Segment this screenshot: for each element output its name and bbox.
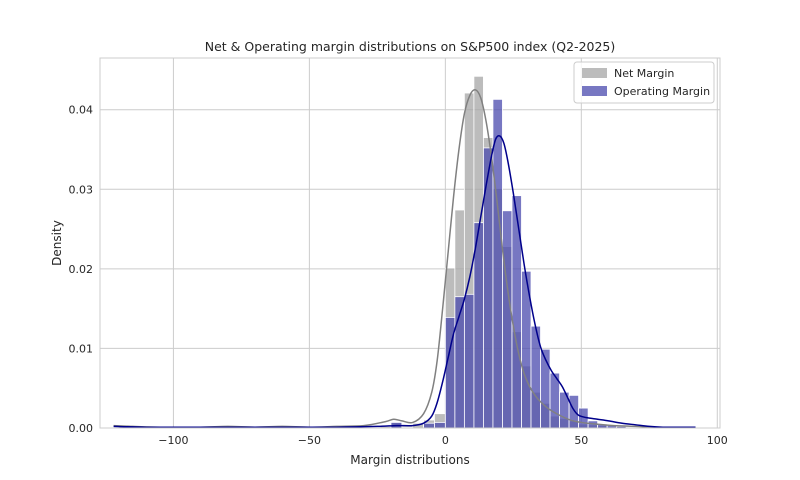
y-axis-label: Density — [50, 220, 64, 266]
x-tick-label: 0 — [442, 434, 449, 447]
legend: Net Margin Operating Margin — [573, 61, 715, 104]
legend-label-operating-margin: Operating Margin — [614, 85, 710, 98]
operating-margin-bar — [463, 293, 475, 429]
operating-margin-bar — [492, 98, 503, 429]
chart-title: Net & Operating margin distributions on … — [205, 39, 616, 54]
operating-margin-kde-line — [113, 134, 696, 429]
operating-margin-bar — [423, 422, 435, 429]
gridlines — [100, 58, 720, 429]
operating-margin-bar — [473, 222, 484, 429]
x-tick-label: −50 — [298, 434, 321, 447]
x-tick-label: 100 — [707, 434, 728, 447]
y-tick-label: 0.00 — [69, 422, 94, 435]
operating-margin-bar — [511, 195, 522, 429]
y-tick-label: 0.03 — [69, 183, 94, 196]
legend-swatch-operating-margin — [582, 86, 607, 96]
y-tick-label: 0.02 — [69, 263, 94, 276]
legend-box — [573, 61, 715, 104]
y-tick-labels: 0.00 0.01 0.02 0.03 0.04 — [69, 104, 94, 435]
legend-swatch-net-margin — [582, 68, 607, 78]
operating-margin-bar — [540, 348, 551, 429]
x-tick-label: 50 — [574, 434, 588, 447]
operating-margin-bar — [434, 422, 446, 429]
y-tick-label: 0.04 — [69, 104, 94, 117]
net-margin-kde-line — [113, 89, 677, 429]
operating-margin-bars — [390, 98, 637, 429]
plot-frame — [99, 57, 721, 429]
legend-label-net-margin: Net Margin — [614, 67, 674, 80]
x-tick-label: −100 — [158, 434, 188, 447]
operating-margin-bar — [502, 210, 513, 429]
x-tick-labels: −100 −50 0 50 100 — [158, 434, 727, 447]
x-axis-label: Margin distributions — [350, 453, 469, 467]
operating-margin-bar — [568, 394, 579, 429]
y-tick-label: 0.01 — [69, 342, 94, 355]
